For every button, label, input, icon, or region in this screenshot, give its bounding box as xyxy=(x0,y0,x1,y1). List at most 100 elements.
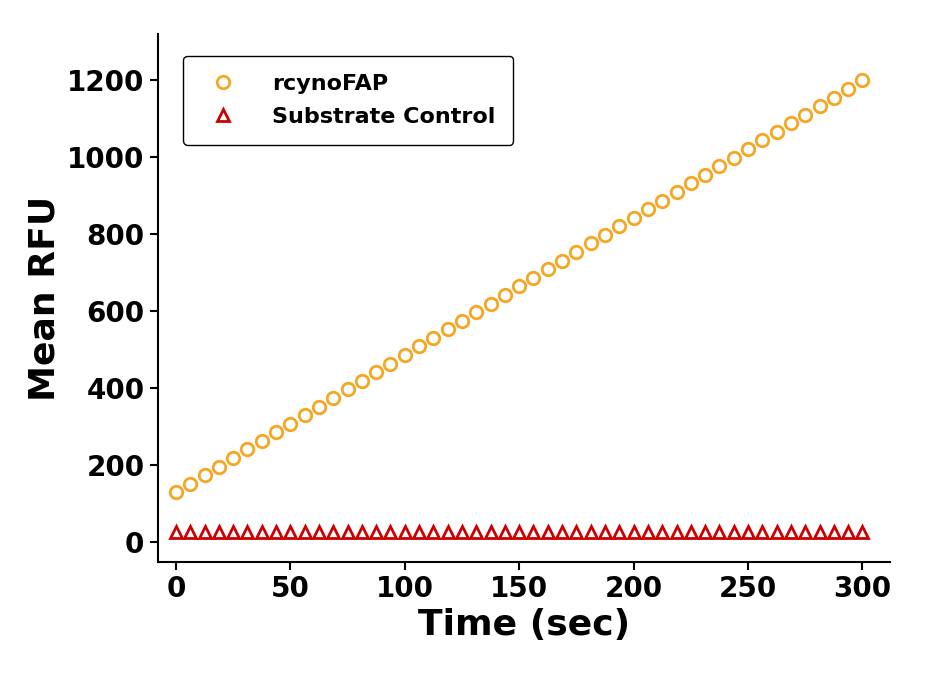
Substrate Control xyxy=(585,527,596,536)
rcynoFAP xyxy=(213,462,224,471)
rcynoFAP xyxy=(729,153,740,162)
rcynoFAP xyxy=(242,445,253,453)
rcynoFAP xyxy=(843,85,854,93)
rcynoFAP xyxy=(814,102,825,110)
Substrate Control xyxy=(800,527,811,536)
Substrate Control xyxy=(743,527,754,536)
Substrate Control xyxy=(256,527,267,536)
rcynoFAP xyxy=(485,299,496,308)
Substrate Control xyxy=(857,527,868,536)
Substrate Control xyxy=(413,527,425,536)
Substrate Control xyxy=(527,527,539,536)
Substrate Control xyxy=(213,527,224,536)
Substrate Control xyxy=(571,527,582,536)
rcynoFAP xyxy=(342,385,353,393)
Substrate Control xyxy=(700,527,711,536)
Substrate Control xyxy=(456,527,467,536)
rcynoFAP xyxy=(271,428,282,436)
rcynoFAP xyxy=(771,128,782,136)
Substrate Control xyxy=(671,527,682,536)
Substrate Control xyxy=(600,527,611,536)
Substrate Control xyxy=(685,527,696,536)
rcynoFAP xyxy=(527,274,539,282)
Substrate Control xyxy=(342,527,353,536)
rcynoFAP xyxy=(256,437,267,445)
Substrate Control xyxy=(542,527,553,536)
Substrate Control xyxy=(829,527,840,536)
Substrate Control xyxy=(427,527,438,536)
rcynoFAP xyxy=(571,248,582,256)
rcynoFAP xyxy=(171,488,182,497)
Substrate Control xyxy=(642,527,654,536)
Substrate Control xyxy=(756,527,768,536)
rcynoFAP xyxy=(500,291,511,299)
Substrate Control xyxy=(500,527,511,536)
Substrate Control xyxy=(400,527,411,536)
rcynoFAP xyxy=(514,282,525,290)
Substrate Control xyxy=(556,527,567,536)
rcynoFAP xyxy=(743,145,754,153)
rcynoFAP xyxy=(800,111,811,119)
Substrate Control xyxy=(199,527,210,536)
rcynoFAP xyxy=(671,188,682,196)
rcynoFAP xyxy=(385,360,396,368)
rcynoFAP xyxy=(857,76,868,84)
rcynoFAP xyxy=(184,479,196,488)
Substrate Control xyxy=(514,527,525,536)
rcynoFAP xyxy=(442,325,453,334)
rcynoFAP xyxy=(656,197,667,205)
Substrate Control xyxy=(714,527,725,536)
rcynoFAP xyxy=(628,214,639,222)
rcynoFAP xyxy=(313,403,324,411)
Substrate Control xyxy=(327,527,338,536)
rcynoFAP xyxy=(829,93,840,101)
rcynoFAP xyxy=(685,179,696,188)
Y-axis label: Mean RFU: Mean RFU xyxy=(28,195,61,401)
rcynoFAP xyxy=(471,308,482,316)
rcynoFAP xyxy=(756,136,768,145)
Substrate Control xyxy=(442,527,453,536)
rcynoFAP xyxy=(585,239,596,247)
rcynoFAP xyxy=(285,420,296,428)
Substrate Control xyxy=(184,527,196,536)
Substrate Control xyxy=(171,527,182,536)
rcynoFAP xyxy=(542,265,553,273)
Substrate Control xyxy=(227,527,238,536)
Substrate Control xyxy=(814,527,825,536)
rcynoFAP xyxy=(785,119,796,127)
Line: Substrate Control: Substrate Control xyxy=(170,525,869,538)
Substrate Control xyxy=(385,527,396,536)
rcynoFAP xyxy=(413,342,425,351)
Substrate Control xyxy=(614,527,625,536)
Substrate Control xyxy=(729,527,740,536)
rcynoFAP xyxy=(371,368,382,376)
rcynoFAP xyxy=(299,411,311,419)
rcynoFAP xyxy=(642,205,654,213)
rcynoFAP xyxy=(427,334,438,342)
rcynoFAP xyxy=(556,257,567,265)
X-axis label: Time (sec): Time (sec) xyxy=(418,608,629,643)
rcynoFAP xyxy=(614,222,625,230)
Substrate Control xyxy=(371,527,382,536)
Line: rcynoFAP: rcynoFAP xyxy=(170,74,869,499)
Substrate Control xyxy=(356,527,367,536)
Substrate Control xyxy=(485,527,496,536)
Substrate Control xyxy=(285,527,296,536)
rcynoFAP xyxy=(400,351,411,359)
rcynoFAP xyxy=(714,162,725,171)
Substrate Control xyxy=(299,527,311,536)
Substrate Control xyxy=(843,527,854,536)
Substrate Control xyxy=(771,527,782,536)
Substrate Control xyxy=(242,527,253,536)
rcynoFAP xyxy=(199,471,210,480)
Substrate Control xyxy=(271,527,282,536)
Substrate Control xyxy=(313,527,324,536)
Substrate Control xyxy=(785,527,796,536)
rcynoFAP xyxy=(600,231,611,239)
Substrate Control xyxy=(628,527,639,536)
rcynoFAP xyxy=(700,171,711,179)
Substrate Control xyxy=(656,527,667,536)
Legend: rcynoFAP, Substrate Control: rcynoFAP, Substrate Control xyxy=(184,56,514,145)
rcynoFAP xyxy=(456,316,467,325)
Substrate Control xyxy=(471,527,482,536)
